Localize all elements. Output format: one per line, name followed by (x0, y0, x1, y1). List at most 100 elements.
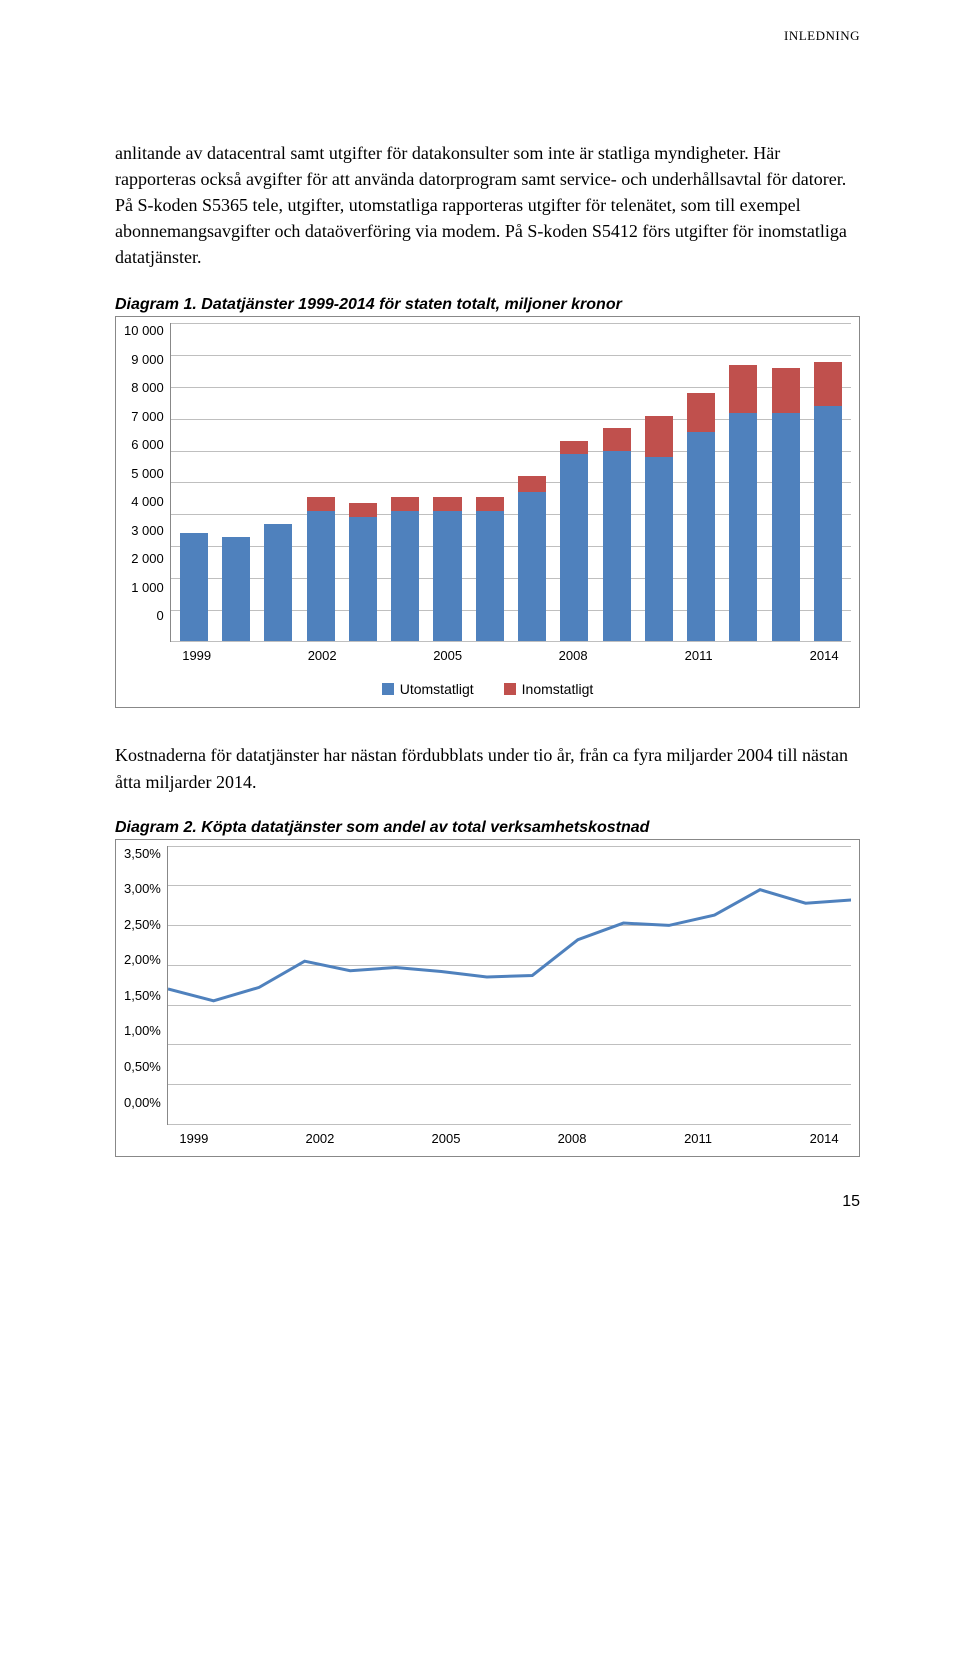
chart1-seg-inomstatligt (645, 416, 673, 457)
chart1-y-tick: 8 000 (124, 380, 164, 395)
legend-label-utomstatligt: Utomstatligt (400, 681, 474, 697)
chart1-seg-utomstatligt (518, 492, 546, 641)
chart1-seg-utomstatligt (814, 406, 842, 641)
chart2-x-tick (719, 1131, 761, 1146)
legend-utomstatligt: Utomstatligt (382, 681, 474, 697)
chart1-y-tick: 5 000 (124, 466, 164, 481)
chart2-x-tick (593, 1131, 635, 1146)
chart1-seg-inomstatligt (772, 368, 800, 413)
page-number: 15 (115, 1193, 860, 1211)
chart1-x-tick (218, 648, 260, 663)
chart1-seg-inomstatligt (814, 362, 842, 407)
legend-swatch-utomstatligt (382, 683, 394, 695)
chart1-x-tick: 2011 (678, 648, 720, 663)
chart1-seg-utomstatligt (222, 537, 250, 642)
chart1-seg-inomstatligt (729, 365, 757, 413)
chart1-x-tick (720, 648, 762, 663)
chart1-x-tick: 2002 (301, 648, 343, 663)
chart2-box: 3,50%3,00%2,50%2,00%1,50%1,00%0,50%0,00%… (115, 839, 860, 1157)
chart1-x-axis: 1999 2002 2005 2008 2011 2014 (170, 642, 851, 663)
chart1-bar-2006 (473, 323, 507, 641)
chart1-x-tick (469, 648, 511, 663)
chart1-box: 10 0009 0008 0007 0006 0005 0004 0003 00… (115, 316, 860, 708)
chart2-line (168, 889, 851, 1000)
chart1-y-tick: 10 000 (124, 323, 164, 338)
chart1-bar-2002 (304, 323, 338, 641)
chart1-seg-utomstatligt (391, 511, 419, 641)
section-header: INLEDNING (784, 28, 860, 44)
chart1-seg-inomstatligt (433, 497, 461, 511)
chart2-x-tick: 1999 (173, 1131, 215, 1146)
chart1-bar-2003 (346, 323, 380, 641)
chart2-x-tick: 2008 (551, 1131, 593, 1146)
chart2-y-tick: 1,50% (124, 988, 161, 1003)
chart2-x-tick: 2005 (425, 1131, 467, 1146)
chart1-seg-utomstatligt (349, 517, 377, 641)
chart2-y-tick: 0,00% (124, 1095, 161, 1110)
chart1-bar-2005 (430, 323, 464, 641)
chart1-x-tick (636, 648, 678, 663)
paragraph-2: Kostnaderna för datatjänster har nästan … (115, 742, 860, 794)
chart1-seg-utomstatligt (603, 451, 631, 642)
chart2-x-tick (761, 1131, 803, 1146)
chart2-title: Diagram 2. Köpta datatjänster som andel … (115, 819, 860, 837)
paragraph-1: anlitande av datacentral samt utgifter f… (115, 140, 860, 270)
chart1-bar-2011 (684, 323, 718, 641)
chart1-bar-2013 (768, 323, 802, 641)
chart1-seg-inomstatligt (687, 393, 715, 431)
chart2-x-tick: 2002 (299, 1131, 341, 1146)
chart1-bar-2012 (726, 323, 760, 641)
chart1-seg-utomstatligt (772, 413, 800, 642)
chart1-seg-utomstatligt (729, 413, 757, 642)
chart1-x-tick (259, 648, 301, 663)
chart1-y-tick: 9 000 (124, 352, 164, 367)
chart1: 10 0009 0008 0007 0006 0005 0004 0003 00… (124, 323, 851, 663)
chart1-x-tick (761, 648, 803, 663)
chart2-x-tick (215, 1131, 257, 1146)
chart1-seg-inomstatligt (518, 476, 546, 492)
chart1-y-tick: 0 (124, 608, 164, 623)
chart1-y-tick: 2 000 (124, 551, 164, 566)
chart2-y-tick: 0,50% (124, 1059, 161, 1074)
chart2-x-axis: 199920022005200820112014 (167, 1125, 851, 1146)
chart1-bar-2000 (219, 323, 253, 641)
chart1-seg-utomstatligt (645, 457, 673, 641)
chart1-y-tick: 4 000 (124, 494, 164, 509)
chart1-seg-utomstatligt (433, 511, 461, 641)
chart1-bar-2010 (642, 323, 676, 641)
chart1-x-tick: 1999 (176, 648, 218, 663)
chart1-bar-2009 (599, 323, 633, 641)
chart2-x-tick (383, 1131, 425, 1146)
chart1-y-tick: 6 000 (124, 437, 164, 452)
chart1-y-tick: 7 000 (124, 409, 164, 424)
chart2-y-axis: 3,50%3,00%2,50%2,00%1,50%1,00%0,50%0,00% (124, 846, 167, 1110)
chart1-y-tick: 1 000 (124, 580, 164, 595)
chart1-x-tick: 2008 (552, 648, 594, 663)
chart2-x-tick (635, 1131, 677, 1146)
legend-inomstatligt: Inomstatligt (504, 681, 594, 697)
chart2-plot (167, 846, 851, 1125)
chart2-y-tick: 3,50% (124, 846, 161, 861)
chart1-seg-utomstatligt (264, 524, 292, 642)
chart1-bar-2004 (388, 323, 422, 641)
chart1-seg-utomstatligt (560, 454, 588, 642)
chart1-x-tick: 2014 (803, 648, 845, 663)
chart2-x-tick (467, 1131, 509, 1146)
chart1-seg-inomstatligt (476, 497, 504, 511)
chart2-x-tick (341, 1131, 383, 1146)
chart2-y-tick: 1,00% (124, 1023, 161, 1038)
legend-label-inomstatligt: Inomstatligt (522, 681, 594, 697)
chart2-y-tick: 2,00% (124, 952, 161, 967)
chart1-bar-1999 (177, 323, 211, 641)
chart1-x-tick: 2005 (427, 648, 469, 663)
chart1-bar-2001 (261, 323, 295, 641)
chart1-seg-inomstatligt (391, 497, 419, 511)
chart2-x-tick: 2011 (677, 1131, 719, 1146)
chart1-seg-utomstatligt (307, 511, 335, 641)
chart2-x-tick (509, 1131, 551, 1146)
chart1-seg-inomstatligt (560, 441, 588, 454)
chart2-x-tick (257, 1131, 299, 1146)
chart1-x-tick (385, 648, 427, 663)
chart1-seg-utomstatligt (687, 432, 715, 642)
chart1-bar-2008 (557, 323, 591, 641)
